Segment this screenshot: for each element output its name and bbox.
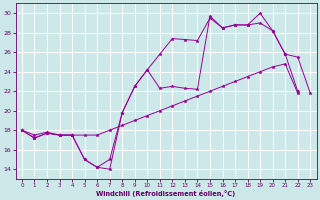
X-axis label: Windchill (Refroidissement éolien,°C): Windchill (Refroidissement éolien,°C)	[96, 190, 236, 197]
